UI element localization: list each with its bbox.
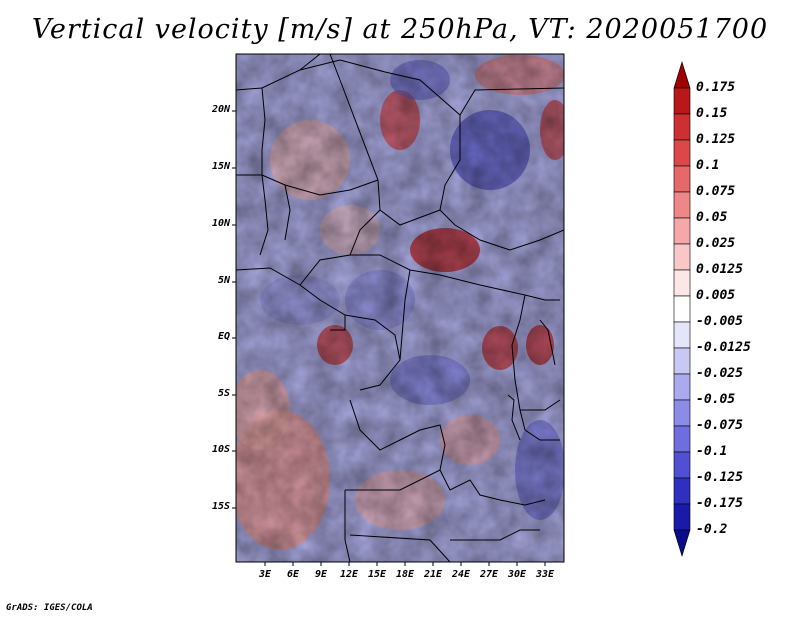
colorbar-segment <box>673 321 691 349</box>
lon-tick-label: 12E <box>339 569 359 580</box>
lon-tick-label: 6E <box>286 569 300 580</box>
colorbar-label: -0.0125 <box>696 340 751 355</box>
lat-tick-label: 15N <box>211 161 230 172</box>
colorbar-label: 0.175 <box>696 80 736 95</box>
lon-tick-label: 18E <box>395 569 415 580</box>
colorbar-label: 0.15 <box>696 106 728 121</box>
lat-tick-marks <box>232 110 236 509</box>
lat-tick-label: 10N <box>211 218 230 229</box>
colorbar-segment <box>673 503 691 531</box>
colorbar-segment <box>673 477 691 505</box>
lon-tick-label: 24E <box>451 569 471 580</box>
colorbar-label: -0.05 <box>696 392 736 407</box>
colorbar-label: -0.2 <box>696 522 728 537</box>
map-frame <box>235 53 565 563</box>
colorbar-segment <box>673 113 691 141</box>
colorbar-segment <box>673 399 691 427</box>
colorbar-label: 0.05 <box>696 210 728 225</box>
colorbar-label: 0.005 <box>696 288 736 303</box>
colorbar-segment <box>673 191 691 219</box>
lat-tick-label: 5N <box>217 275 230 286</box>
lon-tick-label: 21E <box>423 569 443 580</box>
colorbar-segment <box>673 269 691 297</box>
colorbar-segment <box>673 295 691 323</box>
country-borders <box>236 54 564 562</box>
colorbar <box>673 60 691 558</box>
lon-tick-label: 3E <box>258 569 272 580</box>
colorbar-segment <box>673 217 691 245</box>
colorbar-label: 0.1 <box>696 158 720 173</box>
colorbar-label: 0.075 <box>696 184 736 199</box>
colorbar-segment <box>673 165 691 193</box>
lon-tick-label: 27E <box>479 569 499 580</box>
lon-tick-marks <box>264 562 546 566</box>
lat-tick-label: 15S <box>211 501 230 512</box>
lon-tick-label: 33E <box>535 569 555 580</box>
lon-tick-label: 9E <box>314 569 328 580</box>
colorbar-label: 0.0125 <box>696 262 743 277</box>
colorbar-segment <box>673 60 691 89</box>
colorbar-segment <box>673 139 691 167</box>
lat-tick-label: 20N <box>211 104 230 115</box>
colorbar-segment <box>673 87 691 115</box>
colorbar-segment <box>673 243 691 271</box>
lat-tick-label: 5S <box>217 388 230 399</box>
colorbar-label: 0.025 <box>696 236 736 251</box>
colorbar-label: -0.125 <box>696 470 743 485</box>
colorbar-label: 0.125 <box>696 132 736 147</box>
colorbar-label: -0.075 <box>696 418 743 433</box>
colorbar-segment <box>673 373 691 401</box>
colorbar-segment <box>673 529 691 558</box>
colorbar-label: -0.005 <box>696 314 743 329</box>
colorbar-label: -0.175 <box>696 496 743 511</box>
colorbar-segment <box>673 425 691 453</box>
colorbar-label: -0.025 <box>696 366 743 381</box>
grads-credit: GrADS: IGES/COLA <box>6 603 93 613</box>
lat-tick-label: EQ <box>217 331 230 342</box>
colorbar-segment <box>673 451 691 479</box>
colorbar-segment <box>673 347 691 375</box>
lon-tick-label: 15E <box>367 569 387 580</box>
chart-title: Vertical velocity [m/s] at 250hPa, VT: 2… <box>31 14 769 45</box>
colorbar-label: -0.1 <box>696 444 728 459</box>
lon-tick-label: 30E <box>507 569 527 580</box>
lat-tick-label: 10S <box>211 444 230 455</box>
vertical-velocity-field <box>236 54 564 562</box>
